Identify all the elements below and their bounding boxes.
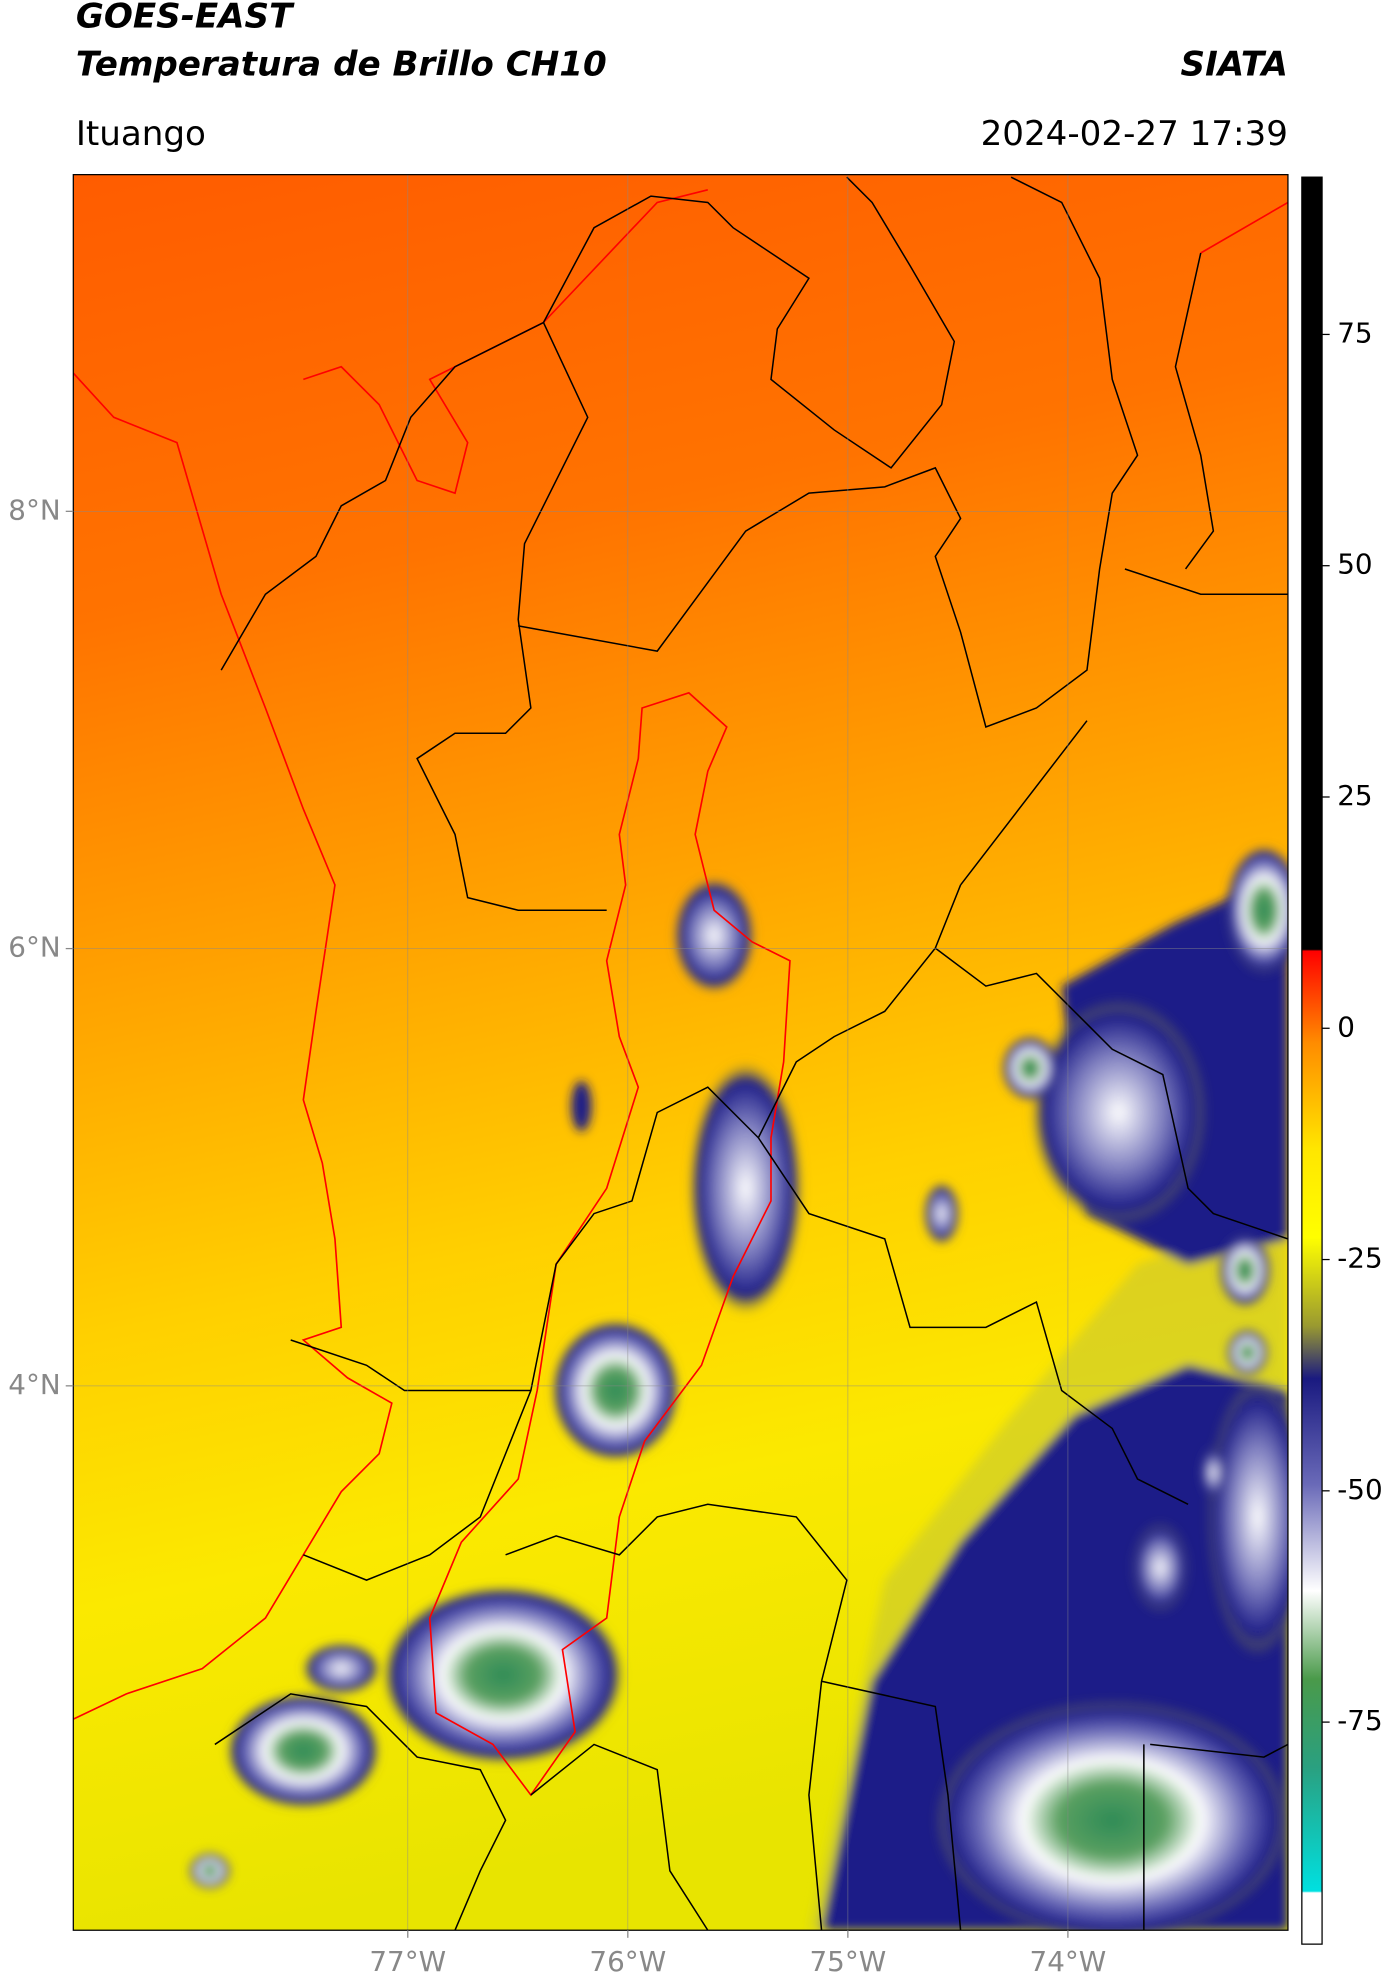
colorbar-label: 75 (1337, 316, 1372, 349)
x-tick-label: 77°W (369, 1945, 446, 1978)
x-tick-label: 76°W (589, 1945, 666, 1978)
colorbar-label: -75 (1337, 1704, 1382, 1737)
subtitle: Temperatura de Brillo CH10 (76, 44, 607, 84)
y-tick-label: 8°N (8, 493, 60, 526)
colorbar-label: 0 (1337, 1010, 1355, 1043)
x-tick-label: 75°W (809, 1945, 886, 1978)
colorbar-label: 50 (1337, 548, 1372, 581)
colorbar-label: -25 (1337, 1242, 1382, 1275)
grid (73, 174, 1288, 1931)
location: Ituango (76, 114, 206, 154)
title: GOES-EAST (76, 0, 295, 36)
x-tick-label: 74°W (1030, 1945, 1107, 1978)
map-image (73, 174, 1288, 1931)
brand: SIATA (1181, 44, 1288, 84)
y-tick-label: 4°N (8, 1368, 60, 1401)
colorbar (1301, 176, 1323, 1945)
colorbar-label: -50 (1337, 1473, 1382, 1506)
map-frame (72, 174, 1289, 1931)
colorbar-label: 25 (1337, 779, 1372, 812)
datetime: 2024-02-27 17:39 (981, 114, 1288, 154)
y-tick-label: 6°N (8, 931, 60, 964)
